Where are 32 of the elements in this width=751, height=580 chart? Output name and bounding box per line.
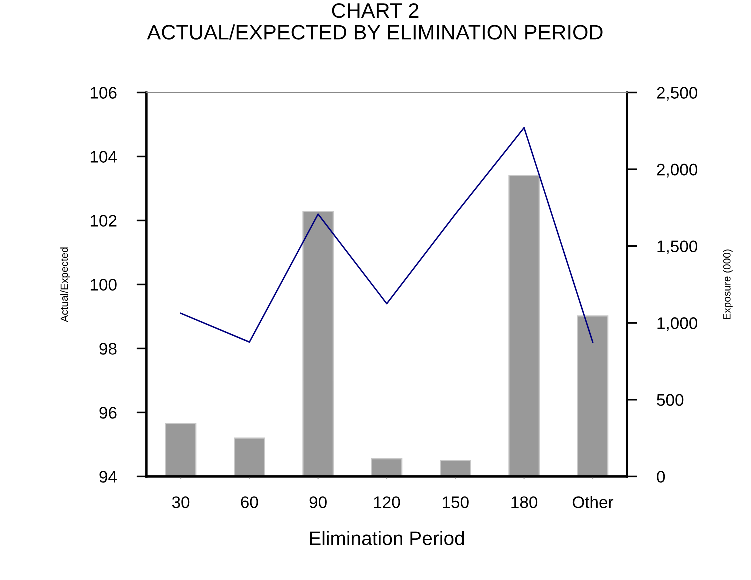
y-tick-label: 104 bbox=[90, 151, 118, 163]
line-series bbox=[180, 127, 594, 344]
y-tick-label: 102 bbox=[90, 215, 117, 227]
y2-tick-label: 1,500 bbox=[658, 240, 698, 254]
bar bbox=[440, 460, 472, 477]
y-tick-label: 98 bbox=[100, 343, 117, 355]
y-tick-label: 106 bbox=[90, 87, 117, 99]
y-tick-label: 96 bbox=[100, 407, 117, 419]
bar bbox=[302, 211, 334, 477]
x-tick-label: 30 bbox=[172, 496, 190, 508]
y2-tick-label: 1,000 bbox=[658, 318, 698, 332]
y2-tick-label: 2,000 bbox=[657, 164, 698, 178]
y-tick-label: 100 bbox=[90, 279, 117, 291]
x-tick-label: 180 bbox=[512, 496, 538, 508]
y2-axis-title: Exposure (000) bbox=[723, 250, 733, 320]
x-tick-label: 120 bbox=[374, 496, 400, 508]
bar bbox=[234, 438, 266, 477]
y-tick-label: 94 bbox=[100, 471, 118, 483]
bar bbox=[371, 458, 403, 477]
x-tick-label: 150 bbox=[443, 496, 469, 508]
bar bbox=[508, 175, 540, 477]
y-axis-title: Actual/Expected bbox=[60, 248, 70, 322]
chart-title: CHART 2 ACTUAL/EXPECTED BY ELIMINATION PERIOD bbox=[147, 3, 603, 40]
y2-tick-label: 500 bbox=[657, 394, 684, 406]
x-tick-label: 60 bbox=[241, 496, 258, 508]
bar bbox=[577, 316, 609, 477]
bar bbox=[165, 423, 197, 477]
y2-tick-label: 2,500 bbox=[657, 87, 698, 101]
y2-tick-label: 0 bbox=[657, 471, 666, 483]
x-axis-title: Elimination Period bbox=[310, 531, 464, 546]
x-tick-label: 90 bbox=[310, 496, 327, 508]
x-tick-label: Other bbox=[572, 496, 614, 508]
